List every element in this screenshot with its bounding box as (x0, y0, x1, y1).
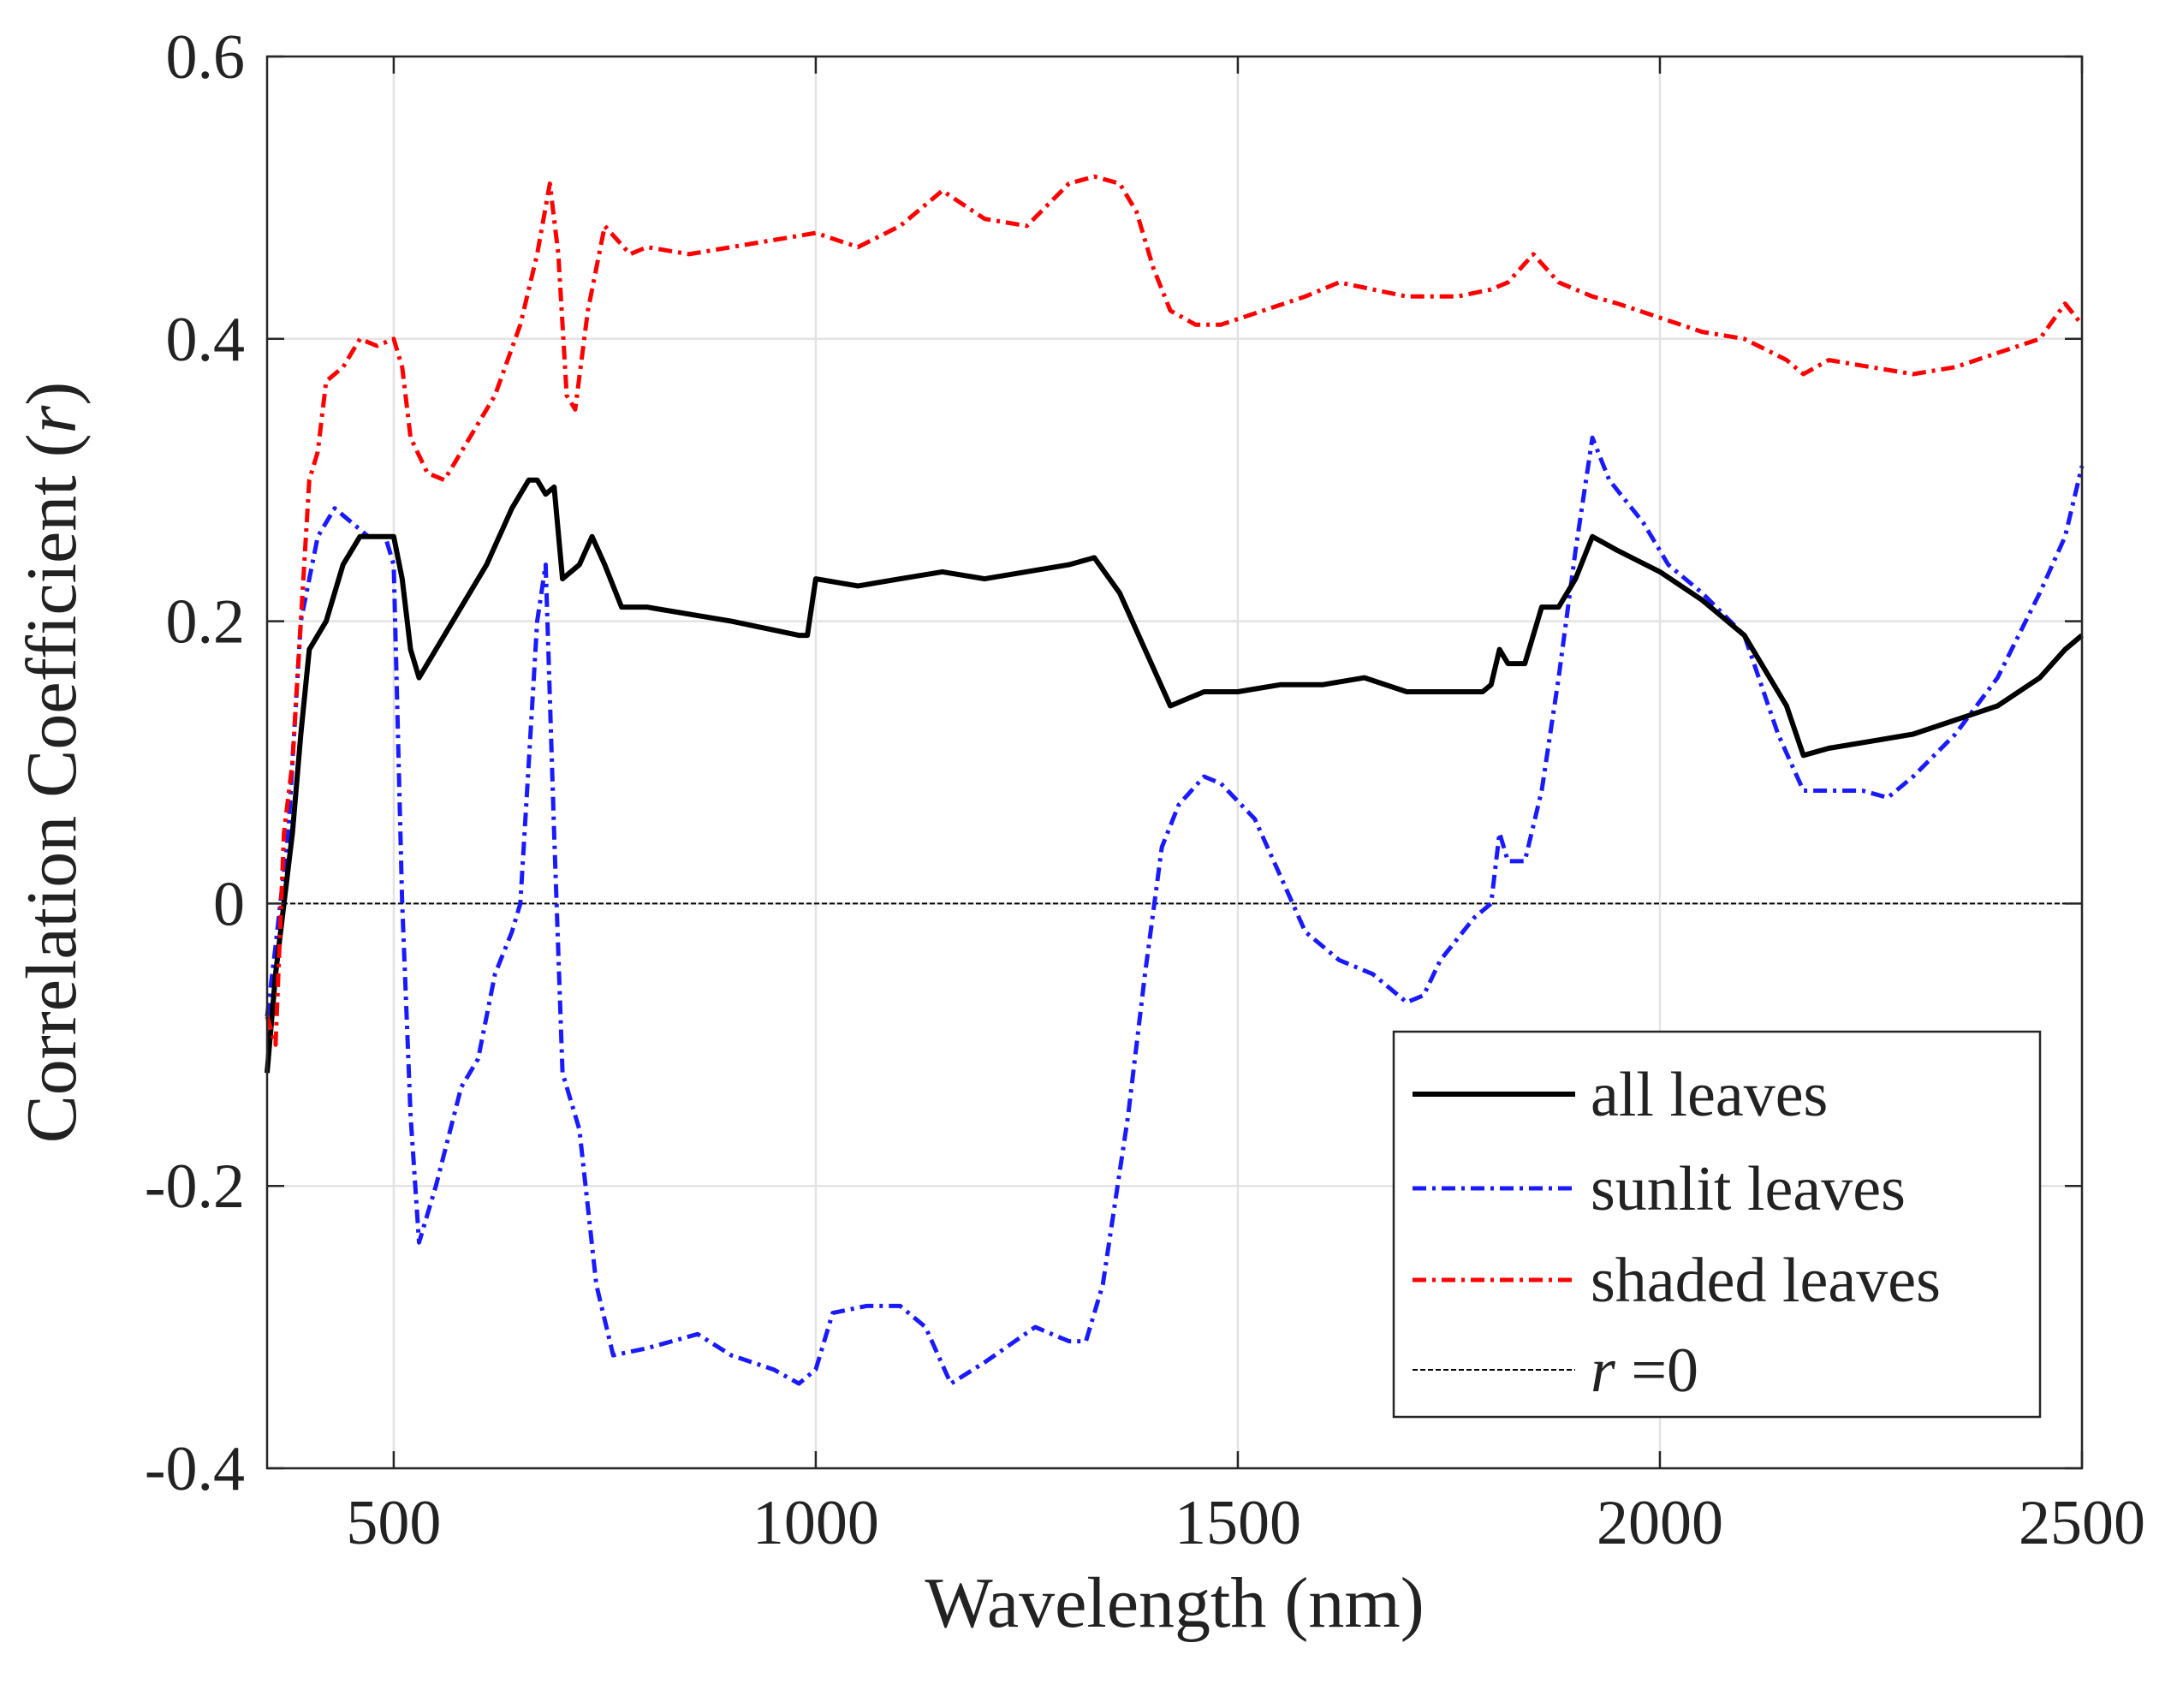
y-axis-label-var: r (12, 405, 92, 433)
legend-label-shaded-leaves: shaded leaves (1591, 1246, 1941, 1316)
y-tick-label: -0.2 (145, 1152, 245, 1222)
legend: all leaves sunlit leaves shaded leaves r… (1392, 1030, 2042, 1419)
y-axis-label-end: ) (12, 382, 92, 406)
legend-label-all-leaves: all leaves (1591, 1060, 1828, 1130)
y-tick-label: 0.2 (166, 587, 246, 658)
series-line-all-leaves (265, 477, 2084, 1074)
x-tick-label: 2000 (1597, 1488, 1723, 1558)
series-line-shaded-leaves (265, 174, 2084, 1047)
legend-label-r-zero-var: r (1591, 1336, 1616, 1406)
y-tick-label: 0.4 (166, 305, 246, 375)
x-tick-label: 2500 (2019, 1488, 2145, 1558)
series-line-sunlit-leaves (265, 435, 2085, 1386)
y-tick-label: 0.6 (166, 22, 246, 92)
legend-label-r-zero-rest: =0 (1615, 1336, 1698, 1406)
x-tick-label: 1500 (1175, 1488, 1301, 1558)
y-axis-label-main: Correlation Coefficient ( (12, 433, 92, 1143)
legend-label-sunlit-leaves: sunlit leaves (1591, 1154, 1906, 1224)
y-tick-label: -0.4 (145, 1434, 245, 1504)
axis-ticks: 500 1000 1500 2000 2500 -0.4 -0.2 0 0.2 0.4 0.6 (145, 22, 2145, 1558)
plot-frame (265, 55, 2084, 1470)
x-tick-label: 1000 (752, 1488, 879, 1558)
series-lines (265, 174, 2085, 1386)
y-axis-label: Correlation Coefficient (r) (12, 382, 92, 1144)
legend-label-r-zero: r =0 (1591, 1336, 1698, 1406)
x-tick-label: 500 (346, 1488, 441, 1558)
y-tick-label: 0 (213, 869, 245, 939)
x-axis-label: Wavelength (nm) (925, 1563, 1424, 1643)
